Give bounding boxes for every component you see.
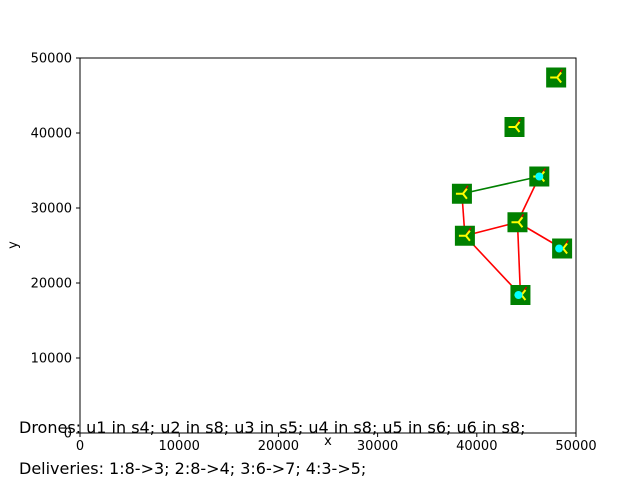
station-yellow-mark xyxy=(465,235,471,242)
x-tick-label: 40000 xyxy=(456,439,497,454)
route-line xyxy=(461,175,540,195)
station-yellow-mark xyxy=(562,242,568,250)
drone-layer xyxy=(514,172,564,299)
y-tick-label: 30000 xyxy=(31,202,72,217)
station-yellow-mark xyxy=(514,121,521,128)
station-yellow-mark xyxy=(562,247,568,255)
link-layer xyxy=(461,175,563,296)
y-tick-label: 50000 xyxy=(31,52,72,67)
x-tick-label: 30000 xyxy=(357,439,398,454)
x-axis-label: x xyxy=(324,434,332,449)
x-tick-label: 0 xyxy=(76,439,84,454)
y-axis-label: y xyxy=(6,241,21,249)
drone-dot xyxy=(535,172,544,181)
y-axis: 0 10000 20000 30000 40000 50000 xyxy=(31,52,80,442)
station-yellow-mark xyxy=(462,193,468,200)
station-yellow-mark xyxy=(514,126,521,133)
drones-caption: Drones: u1 in s4; u2 in s8; u3 in s5; u4… xyxy=(19,418,526,437)
station-yellow-mark xyxy=(517,216,524,223)
station-yellow-mark xyxy=(517,221,524,228)
y-tick-label: 40000 xyxy=(31,127,72,142)
x-tick-label: 50000 xyxy=(555,439,596,454)
station-yellow-mark xyxy=(556,76,562,84)
y-tick-label: 10000 xyxy=(31,352,72,367)
station-yellow-mark xyxy=(462,188,468,195)
station-yellow-mark xyxy=(465,230,471,237)
drone-dot xyxy=(555,244,564,253)
deliveries-caption: Deliveries: 1:8->3; 2:8->4; 3:6->7; 4:3-… xyxy=(19,459,367,478)
route-line xyxy=(516,222,522,296)
x-tick-label: 20000 xyxy=(258,439,299,454)
station-layer xyxy=(451,67,573,305)
plot-frame xyxy=(79,57,577,434)
y-tick-label: 0 xyxy=(64,427,72,442)
drone-dot xyxy=(514,291,523,299)
y-tick-label: 20000 xyxy=(31,277,72,292)
x-tick-label: 10000 xyxy=(159,439,200,454)
x-axis: 0 10000 20000 30000 40000 50000 xyxy=(76,433,597,454)
station-yellow-mark xyxy=(556,71,562,79)
